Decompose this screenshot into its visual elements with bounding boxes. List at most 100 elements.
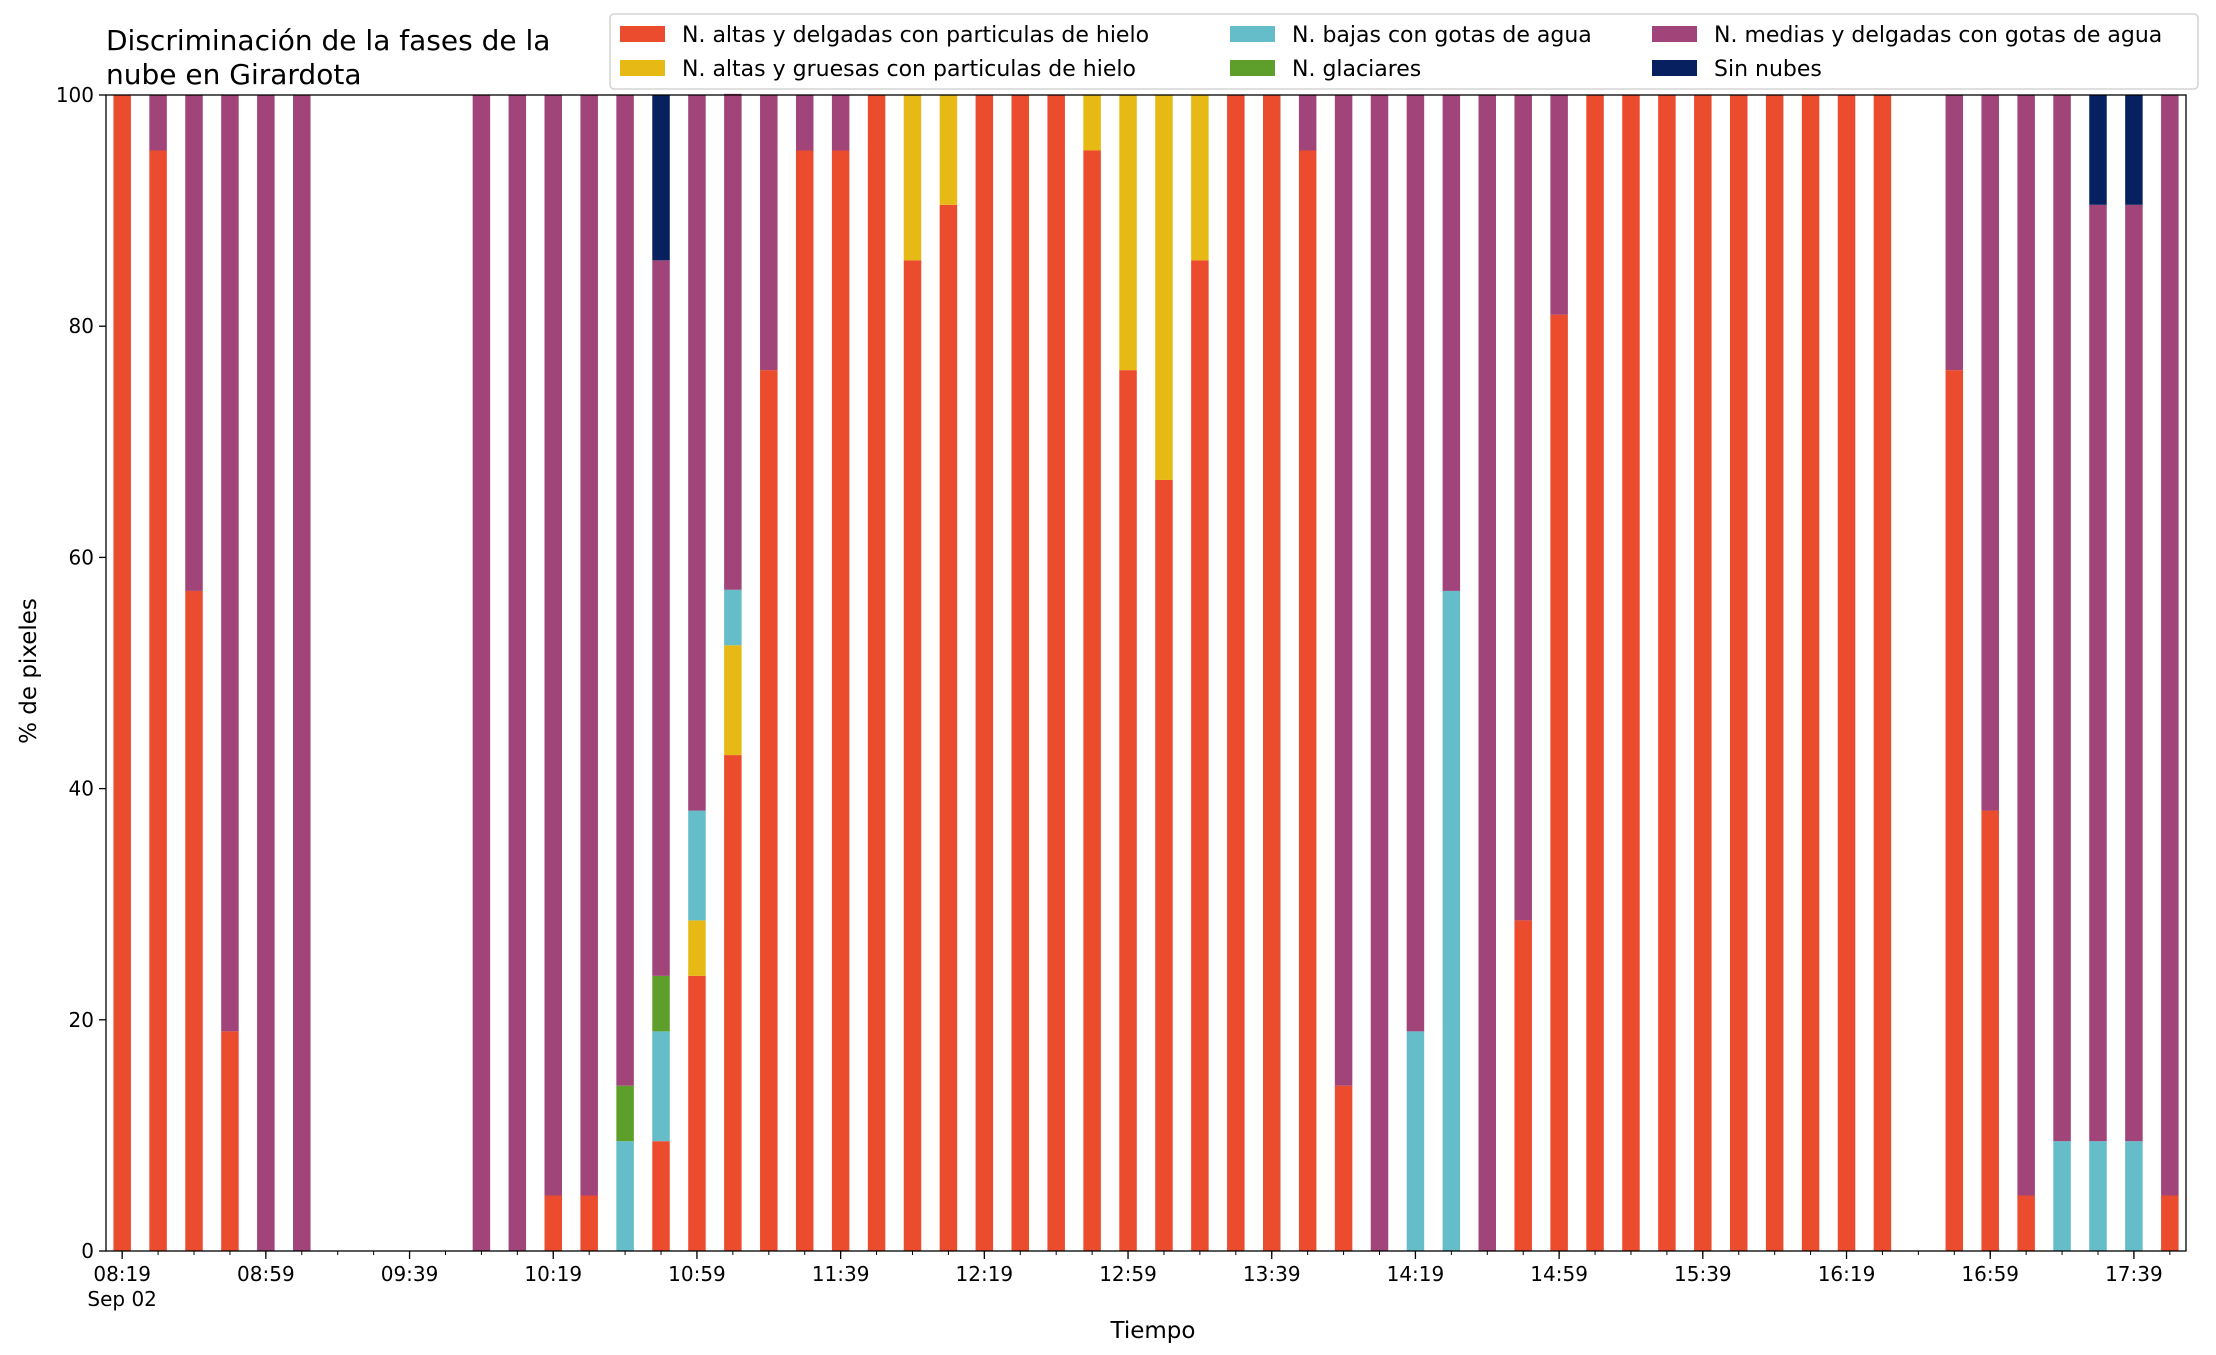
bar-segment-54-series-2 — [2053, 1141, 2071, 1251]
bar-segment-14-series-2 — [616, 1141, 634, 1251]
bar-segment-29-series-1 — [1155, 95, 1173, 480]
bar-segment-30-series-1 — [1191, 95, 1209, 261]
x-tick-label-12:59: 12:59 — [1099, 1262, 1157, 1286]
x-tick-label-12:19: 12:19 — [956, 1262, 1014, 1286]
x-tick-label-09:39: 09:39 — [381, 1262, 439, 1286]
bar-segment-1-series-0 — [149, 150, 167, 1252]
bar-segment-30-series-0 — [1191, 260, 1209, 1251]
bar-segment-47-series-0 — [1801, 95, 1820, 1251]
bar-segment-14-series-4 — [616, 95, 634, 1086]
x-axis-label: Tiempo — [1110, 1318, 1196, 1344]
bar-segment-55-series-4 — [2089, 204, 2107, 1142]
bar-segment-43-series-0 — [1658, 95, 1676, 1251]
bar-segment-51-series-0 — [1945, 370, 1964, 1251]
bar-segment-41-series-0 — [1586, 95, 1604, 1251]
bar-segment-0-series-0 — [113, 95, 131, 1251]
legend-swatch-1 — [620, 60, 665, 76]
bar-segment-17-series-2 — [724, 589, 742, 646]
bar-segment-1-series-4 — [149, 95, 167, 151]
bar-segment-13-series-0 — [580, 1195, 598, 1251]
x-tick-label-16:19: 16:19 — [1818, 1262, 1876, 1286]
chart-title-line1: Discriminación de la fases de la — [106, 24, 550, 57]
bar-segment-22-series-0 — [903, 260, 922, 1251]
bar-segment-36-series-2 — [1406, 1031, 1425, 1251]
bar-segment-12-series-0 — [544, 1195, 562, 1251]
bar-segment-31-series-0 — [1227, 95, 1245, 1251]
bar-segment-21-series-0 — [867, 95, 886, 1251]
bar-segment-37-series-2 — [1442, 590, 1461, 1251]
bar-segment-38-series-4 — [1478, 95, 1497, 1251]
bar-segment-17-series-0 — [724, 755, 742, 1251]
bar-segment-26-series-0 — [1047, 95, 1065, 1251]
y-tick-label-20: 20 — [69, 1008, 94, 1032]
legend: N. altas y delgadas con particulas de hi… — [609, 13, 2199, 90]
bar-segment-16-series-2 — [688, 810, 706, 921]
legend-swatch-2 — [1230, 26, 1275, 42]
bar-segment-13-series-4 — [580, 95, 598, 1196]
bar-segment-35-series-4 — [1370, 95, 1389, 1251]
bar-segment-17-series-4 — [724, 93, 742, 590]
y-axis-label: % de pixeles — [16, 598, 42, 744]
bar-segment-19-series-0 — [795, 150, 814, 1252]
bar-segment-28-series-1 — [1119, 95, 1137, 371]
bar-segment-55-series-5 — [2089, 95, 2107, 205]
bar-segment-29-series-0 — [1155, 479, 1173, 1251]
bar-segment-32-series-0 — [1262, 95, 1281, 1251]
bar-segment-10-series-4 — [472, 95, 491, 1251]
bar-segment-3-series-0 — [221, 1031, 239, 1251]
bar-segment-23-series-0 — [939, 204, 958, 1251]
bar-segment-22-series-1 — [903, 95, 922, 261]
bar-segment-53-series-0 — [2017, 1195, 2035, 1251]
bar-segment-48-series-0 — [1837, 95, 1856, 1251]
x-tick-label-11:39: 11:39 — [812, 1262, 870, 1286]
legend-swatch-4 — [1652, 26, 1697, 42]
legend-label-3: N. glaciares — [1292, 57, 1421, 82]
bar-segment-56-series-2 — [2125, 1141, 2143, 1251]
bar-segment-3-series-4 — [221, 95, 239, 1032]
bar-segment-15-series-0 — [652, 1141, 670, 1251]
bar-segment-36-series-4 — [1406, 95, 1425, 1032]
bar-segment-18-series-0 — [760, 370, 778, 1251]
bar-segment-2-series-4 — [185, 95, 203, 591]
bar-segment-15-series-2 — [652, 1031, 670, 1142]
bar-segment-33-series-0 — [1298, 150, 1317, 1252]
bar-segment-11-series-4 — [508, 95, 527, 1251]
bar-segment-34-series-4 — [1334, 95, 1353, 1086]
bar-segment-54-series-4 — [2053, 95, 2071, 1142]
bar-segment-45-series-0 — [1730, 95, 1748, 1251]
bar-segment-39-series-0 — [1514, 920, 1532, 1251]
bar-segment-46-series-0 — [1765, 95, 1784, 1251]
bars-layer — [113, 93, 2179, 1252]
legend-swatch-5 — [1652, 60, 1697, 76]
legend-label-1: N. altas y gruesas con particulas de hie… — [682, 57, 1136, 82]
y-tick-label-60: 60 — [69, 545, 94, 569]
x-tick-label-08:19: 08:19 — [93, 1262, 151, 1286]
bar-segment-15-series-5 — [652, 95, 670, 261]
x-tick-label-08:59: 08:59 — [237, 1262, 295, 1286]
plot-frame — [105, 94, 2187, 1252]
bar-segment-5-series-4 — [293, 95, 311, 1251]
x-tick-label-10:59: 10:59 — [668, 1262, 726, 1286]
y-tick-label-0: 0 — [81, 1239, 94, 1263]
bar-segment-56-series-5 — [2125, 95, 2143, 205]
y-tick-label-40: 40 — [69, 777, 94, 801]
x-date-label: Sep 02 — [87, 1287, 157, 1311]
bar-segment-53-series-4 — [2017, 95, 2035, 1196]
bar-segment-19-series-4 — [795, 95, 814, 151]
bar-segment-16-series-1 — [688, 920, 706, 976]
x-tick-label-16:59: 16:59 — [1961, 1262, 2019, 1286]
bar-segment-57-series-4 — [2161, 95, 2179, 1196]
bar-segment-40-series-4 — [1550, 95, 1568, 315]
bar-segment-27-series-0 — [1083, 150, 1101, 1252]
bar-segment-37-series-4 — [1442, 95, 1461, 591]
bar-segment-18-series-4 — [760, 95, 778, 371]
bar-segment-23-series-1 — [939, 95, 958, 205]
legend-swatch-3 — [1230, 60, 1275, 76]
legend-label-0: N. altas y delgadas con particulas de hi… — [682, 23, 1149, 48]
bar-segment-24-series-0 — [975, 95, 994, 1251]
bar-segment-12-series-4 — [544, 95, 562, 1196]
bar-segment-25-series-0 — [1011, 95, 1030, 1251]
x-tick-label-10:19: 10:19 — [524, 1262, 582, 1286]
